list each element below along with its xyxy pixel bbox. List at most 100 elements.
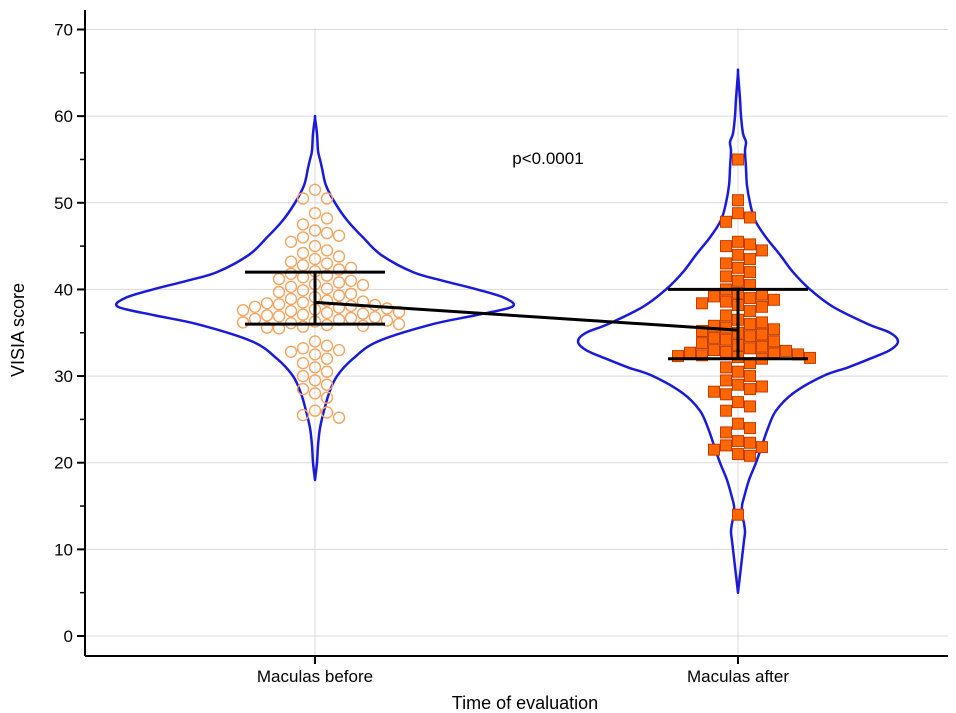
data-point-after [744,342,756,355]
data-point-before [272,298,286,311]
data-point-before [320,339,334,352]
data-point-after [732,448,744,461]
data-point-after [696,337,708,350]
data-point-before [320,269,334,282]
data-point-before [356,295,370,308]
data-point-before [284,235,298,249]
data-point-before [332,289,346,302]
data-point-after [744,292,756,305]
data-point-before [272,285,286,299]
data-point-before [308,348,322,361]
data-point-before [308,183,322,197]
data-point-before [248,300,262,313]
data-point-after [744,330,756,343]
data-point-after [744,370,756,383]
data-point-after [756,441,768,454]
data-point-before [320,257,334,270]
data-point-before [236,316,250,329]
data-point-after [756,300,768,313]
summary-bars [245,270,808,361]
data-point-after [732,235,744,248]
data-point-before [260,297,274,310]
data-point-before [308,239,322,253]
data-point-after [720,426,732,439]
data-point-after [780,344,792,357]
data-point-after [708,443,720,456]
data-point-after [708,344,720,357]
data-point-after [744,266,756,279]
data-point-after [732,261,744,274]
data-point-before [272,272,286,286]
data-point-after [744,238,756,251]
data-point-before [320,391,334,404]
data-points [236,153,816,521]
data-point-before [308,387,322,400]
data-point-before [320,378,334,391]
y-tick-label: 40 [54,280,73,299]
data-point-before [332,301,346,314]
y-tick-label: 10 [54,540,73,559]
data-point-before [296,259,310,272]
violin-shapes [114,68,900,594]
data-point-before [356,307,370,320]
data-point-before [332,229,346,242]
data-point-after [732,274,744,287]
data-point-after [708,290,720,303]
data-point-before [320,365,334,378]
data-point-before [308,206,322,220]
data-point-before [308,252,322,266]
data-point-after [732,153,744,166]
data-point-after [720,240,732,253]
y-tick-label: 50 [54,194,73,213]
data-point-before [320,282,334,295]
data-point-before [272,310,286,323]
axes [77,10,948,664]
data-point-before [368,311,382,324]
data-point-after [708,385,720,398]
data-point-before [296,192,310,205]
x-tick-label: Maculas before [257,667,373,686]
data-point-before [308,374,322,387]
data-point-before [332,250,346,263]
violin-outline-before [114,114,516,482]
p-value-annotation: p<0.0001 [512,149,583,168]
data-point-before [296,382,310,396]
data-point-after [756,316,768,329]
data-point-after [744,318,756,331]
data-point-after [732,194,744,207]
data-point-after [684,346,696,359]
x-axis-title: Time of evaluation [452,693,598,713]
data-point-after [756,380,768,393]
data-point-before [296,320,310,333]
data-point-before [296,296,310,309]
data-point-before [284,255,298,268]
data-point-before [344,287,358,300]
data-point-before [284,304,298,318]
data-point-after [744,211,756,224]
data-point-before [356,319,370,332]
data-point-after [744,383,756,396]
data-point-before [320,192,334,205]
data-point-after [756,328,768,341]
data-point-before [296,342,310,355]
data-point-after [708,331,720,344]
y-tick-label: 0 [64,627,73,646]
data-point-before [308,224,322,237]
data-point-after [732,435,744,448]
data-point-before [296,284,310,297]
data-point-after [732,207,744,220]
data-point-after [720,374,732,387]
data-point-before [344,274,358,287]
data-point-after [744,400,756,413]
data-point-after [744,253,756,266]
data-point-after [720,404,732,417]
data-point-after [768,335,780,348]
data-point-after [732,417,744,430]
data-point-after [696,325,708,337]
data-point-after [732,508,744,521]
data-point-before [320,406,334,419]
grid-lines [85,28,948,656]
y-tick-label: 20 [54,454,73,473]
data-point-after [720,321,732,334]
data-point-after [744,449,756,462]
